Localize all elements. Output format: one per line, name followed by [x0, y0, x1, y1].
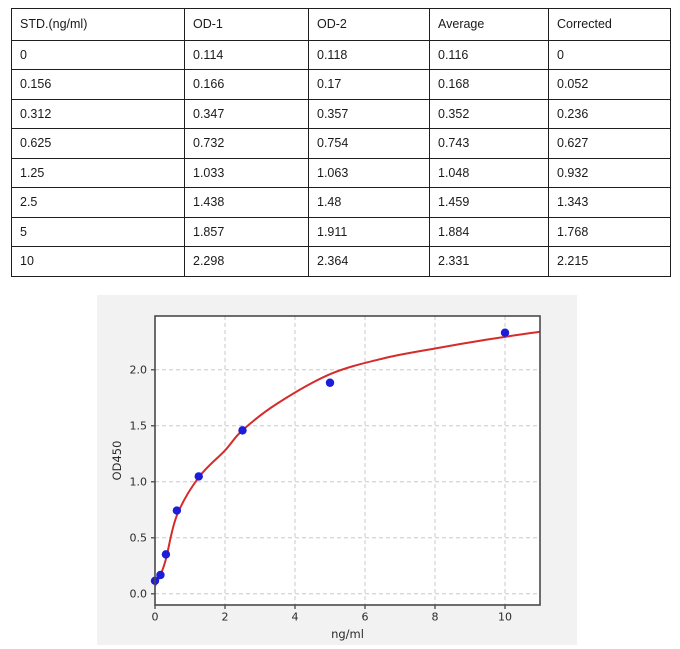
table-cell: 1.063	[308, 157, 430, 188]
table-row: 2.5 1.438 1.48 1.459 1.343	[11, 187, 671, 218]
table-cell: 0.754	[308, 128, 430, 159]
data-point	[172, 506, 182, 515]
table-cell: 10	[11, 246, 185, 277]
table-row: 5 1.857 1.911 1.884 1.768	[11, 216, 671, 247]
table-row: 0.312 0.347 0.357 0.352 0.236	[11, 98, 671, 129]
table-cell: 1.911	[308, 216, 430, 247]
data-point	[156, 570, 165, 580]
table-row: 0.625 0.732 0.754 0.743 0.627	[11, 128, 671, 159]
table-cell: 0.118	[308, 39, 430, 70]
x-tick-label: 4	[292, 611, 299, 624]
y-axis-label: OD450	[110, 441, 124, 481]
y-tick-label: 0.5	[130, 532, 148, 545]
y-tick-label: 2.0	[130, 364, 148, 377]
table-cell: 1.048	[429, 157, 549, 188]
table-cell: 0.627	[548, 128, 671, 159]
table-cell: 0.168	[429, 69, 549, 100]
table-row: 10 2.298 2.364 2.331 2.215	[11, 246, 671, 277]
table-cell: 0.052	[548, 69, 671, 100]
table-cell: 1.25	[11, 157, 185, 188]
x-tick-label: 8	[432, 611, 439, 624]
table-row: 1.25 1.033 1.063 1.048 0.932	[11, 157, 671, 188]
table-cell: 1.343	[548, 187, 671, 218]
data-point	[161, 550, 171, 559]
y-tick-label: 1.5	[130, 420, 148, 433]
table-cell: 0.352	[429, 98, 549, 129]
table-cell: 0.166	[184, 69, 309, 100]
table-cell: 0.732	[184, 128, 309, 159]
table-header-cell: Average	[429, 8, 549, 41]
table-cell: 0.156	[11, 69, 185, 100]
table-cell: 2.331	[429, 246, 549, 277]
table-cell: 0.932	[548, 157, 671, 188]
data-point	[238, 426, 247, 435]
table-cell: 0.114	[184, 39, 309, 70]
data-point	[194, 472, 203, 481]
standard-curve-figure: 0 2 4 6 8 10 0.0 0.5 1.0 1.5 2.0 ng/ml OD450	[97, 295, 577, 645]
plot-area	[155, 316, 540, 605]
table-cell: 1.48	[308, 187, 430, 218]
y-tick-label: 0.0	[130, 588, 148, 601]
table-header-cell: Corrected	[548, 8, 671, 41]
table-header-cell: STD.(ng/ml)	[11, 8, 185, 41]
table-header-row: STD.(ng/ml) OD-1 OD-2 Average Corrected	[11, 8, 671, 41]
table-cell: 1.459	[429, 187, 549, 218]
table-cell: 0	[11, 39, 185, 70]
x-axis-label: ng/ml	[331, 627, 364, 641]
table-cell: 0.116	[429, 39, 549, 70]
table-cell: 0.357	[308, 98, 430, 129]
table-cell: 0.743	[429, 128, 549, 159]
table-cell: 0	[548, 39, 671, 70]
table-cell: 0.312	[11, 98, 185, 129]
data-point	[325, 378, 335, 387]
table-cell: 5	[11, 216, 185, 247]
data-point	[500, 328, 510, 337]
x-tick-label: 6	[362, 611, 369, 624]
table-row: 0 0.114 0.118 0.116 0	[11, 39, 671, 70]
table-cell: 2.298	[184, 246, 309, 277]
table-cell: 0.347	[184, 98, 309, 129]
plot-border	[154, 315, 541, 606]
standards-table: STD.(ng/ml) OD-1 OD-2 Average Corrected 0 0.1…	[11, 8, 671, 277]
table-cell: 1.033	[184, 157, 309, 188]
x-tick-label: 2	[222, 611, 229, 624]
table-row: 0.156 0.166 0.17 0.168 0.052	[11, 69, 671, 100]
table-cell: 0.17	[308, 69, 430, 100]
x-tick-label: 10	[498, 611, 512, 624]
table-cell: 2.364	[308, 246, 430, 277]
table-cell: 1.857	[184, 216, 309, 247]
table-header-cell: OD-1	[184, 8, 309, 41]
table-cell: 0.625	[11, 128, 185, 159]
table-cell: 1.438	[184, 187, 309, 218]
standard-curve-chart: 0 2 4 6 8 10 0.0 0.5 1.0 1.5 2.0 ng/ml OD450	[97, 295, 577, 645]
table-cell: 0.236	[548, 98, 671, 129]
x-tick-label: 0	[152, 611, 159, 624]
table-cell: 2.5	[11, 187, 185, 218]
table-cell: 1.768	[548, 216, 671, 247]
table-cell: 2.215	[548, 246, 671, 277]
table-cell: 1.884	[429, 216, 549, 247]
y-tick-label: 1.0	[130, 476, 148, 489]
table-header-cell: OD-2	[308, 8, 430, 41]
